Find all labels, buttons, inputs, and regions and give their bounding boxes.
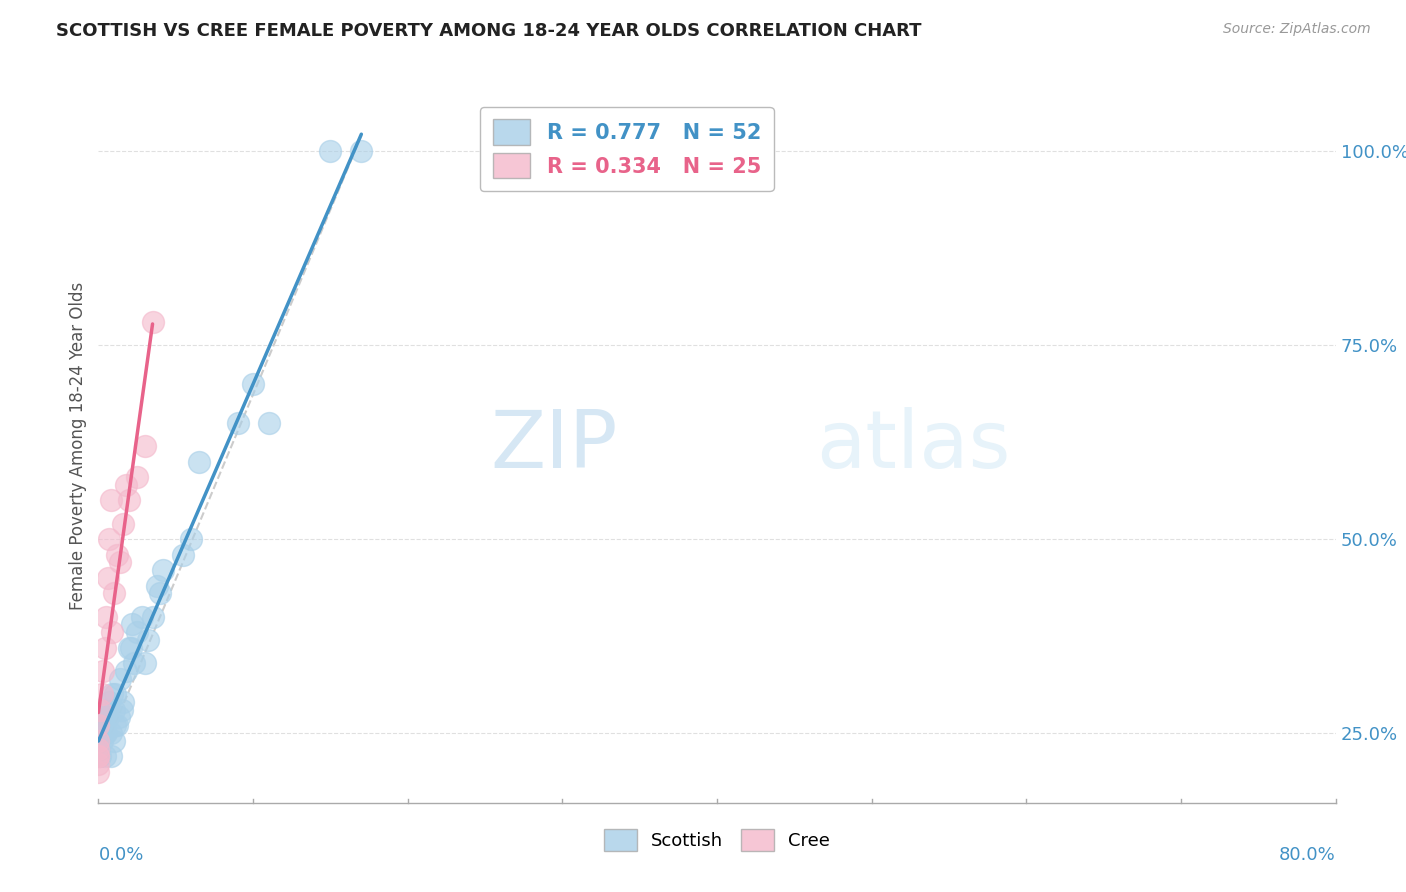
Point [93,749,115,764]
Point [90,687,112,701]
Point [180,532,202,546]
Point [93,726,115,740]
Point [96,726,118,740]
Point [97,571,120,585]
Point [87,733,110,747]
Point [115,477,138,491]
Point [89,726,111,740]
Point [87,749,110,764]
Point [146,579,169,593]
Point [101,625,124,640]
Point [127,625,149,640]
Point [172,548,194,562]
Point [108,672,131,686]
Point [131,609,153,624]
Point [121,617,143,632]
Point [97,710,120,724]
Point [115,664,138,678]
Text: 80.0%: 80.0% [1279,846,1336,863]
Point [188,454,211,468]
Point [90,718,112,732]
Point [101,687,124,701]
Point [118,493,141,508]
Point [152,563,174,577]
Point [122,656,145,670]
Text: 0.0%: 0.0% [98,846,143,863]
Point [89,703,111,717]
Point [111,703,132,717]
Point [100,726,122,740]
Point [350,145,373,159]
Point [134,439,156,453]
Point [104,687,127,701]
Point [319,145,342,159]
Point [93,640,115,655]
Point [257,416,280,430]
Point [89,749,111,764]
Point [87,764,110,779]
Point [91,718,114,732]
Point [87,718,110,732]
Point [120,640,142,655]
Point [87,741,110,756]
Point [127,470,149,484]
Text: atlas: atlas [815,407,1011,485]
Point [149,586,172,600]
Point [87,718,110,732]
Point [107,710,129,724]
Point [87,741,110,756]
Point [98,532,121,546]
Point [87,733,110,747]
Point [87,726,110,740]
Point [103,586,125,600]
Text: SCOTTISH VS CREE FEMALE POVERTY AMONG 18-24 YEAR OLDS CORRELATION CHART: SCOTTISH VS CREE FEMALE POVERTY AMONG 18… [56,22,922,40]
Point [87,757,110,772]
Point [105,718,128,732]
Point [87,710,110,724]
Point [100,493,122,508]
Point [87,749,110,764]
Point [103,703,125,717]
Y-axis label: Female Poverty Among 18-24 Year Olds: Female Poverty Among 18-24 Year Olds [69,282,87,610]
Point [141,609,165,624]
Point [103,733,125,747]
Point [112,695,135,709]
Point [226,416,249,430]
Point [87,710,110,724]
Point [96,710,118,724]
Point [136,632,159,647]
Point [87,718,110,732]
Point [242,376,264,391]
Point [104,718,127,732]
Point [96,609,118,624]
Point [108,555,131,569]
Legend: Scottish, Cree: Scottish, Cree [598,822,837,858]
Point [134,656,156,670]
Point [91,703,114,717]
Point [100,749,122,764]
Point [91,664,114,678]
Point [112,516,135,531]
Point [105,548,128,562]
Text: ZIP: ZIP [491,407,619,485]
Point [141,315,165,329]
Point [90,733,112,747]
Point [118,640,141,655]
Point [98,695,121,709]
Text: Source: ZipAtlas.com: Source: ZipAtlas.com [1223,22,1371,37]
